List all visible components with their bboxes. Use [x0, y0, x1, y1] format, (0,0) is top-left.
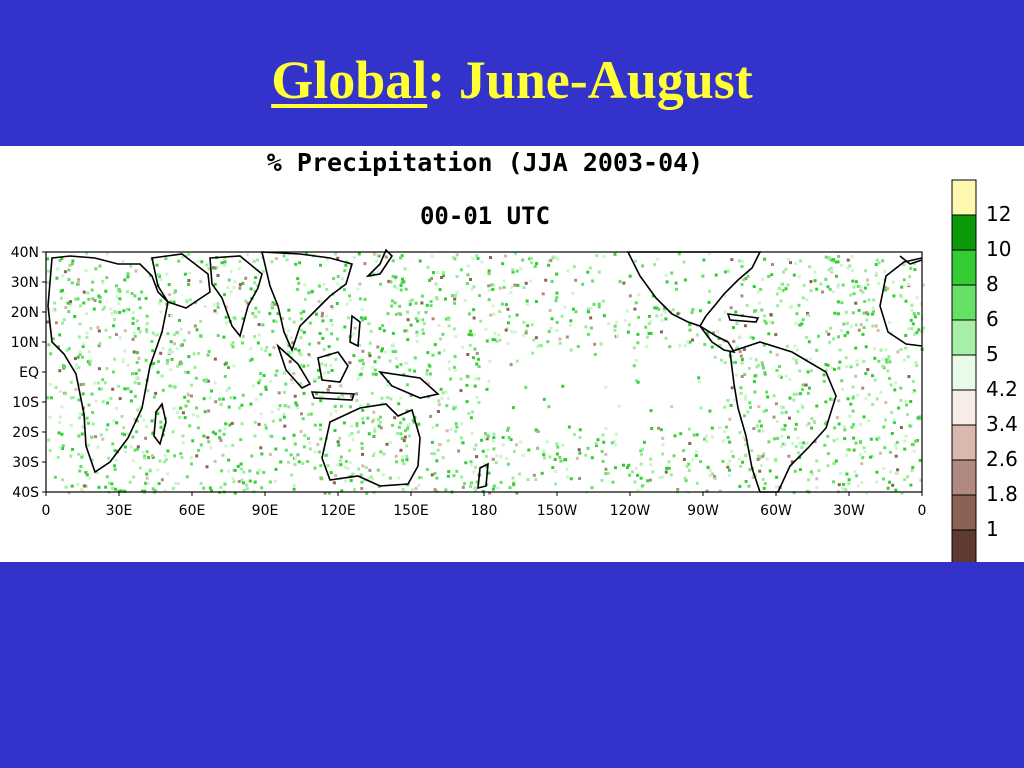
latitude-label: 10S: [12, 395, 39, 411]
latitude-label: 30N: [11, 275, 39, 291]
latitude-label: 40S: [12, 485, 39, 501]
slide-title-season: : June-August: [427, 50, 753, 110]
japan-outline: [365, 248, 394, 278]
legend-label: 2.6: [986, 447, 1018, 471]
south-america-outline: [729, 341, 837, 493]
legend-swatch: [951, 354, 977, 391]
madagascar-outline: [153, 402, 167, 446]
sumatra-outline: [276, 343, 312, 389]
latitude-ticks: [42, 251, 46, 493]
legend-swatch: [951, 214, 977, 251]
color-legend: 12 10 8 6 5 4.2 3.4 2.6 1.8 1: [951, 179, 1018, 562]
arabia-outline: [151, 253, 211, 309]
legend-label: 10: [986, 237, 1011, 261]
map-title: % Precipitation (JJA 2003-04): [266, 148, 704, 177]
legend-swatch: [951, 459, 977, 496]
longitude-label: 120W: [610, 503, 651, 519]
continent-outlines: [47, 248, 923, 493]
borneo-outline: [317, 351, 349, 383]
longitude-label: 90E: [252, 503, 279, 519]
legend-swatch: [951, 494, 977, 531]
slide-title-global: Global: [271, 50, 428, 110]
europe-right-outline: [899, 255, 923, 265]
latitude-label: 20N: [11, 305, 39, 321]
india-outline: [209, 255, 263, 338]
legend-label: 5: [986, 342, 999, 366]
legend-swatch: [951, 249, 977, 286]
latitude-label: 30S: [12, 455, 39, 471]
latitude-label: EQ: [19, 365, 39, 381]
latitude-label: 40N: [11, 245, 39, 261]
map-subtitle: 00-01 UTC: [419, 202, 551, 230]
map-frame: [45, 251, 923, 493]
legend-label: 12: [986, 202, 1011, 226]
legend-label: 1: [986, 517, 999, 541]
longitude-ticks: [45, 492, 923, 496]
longitude-label: 60E: [179, 503, 206, 519]
legend-label: 6: [986, 307, 999, 331]
north-america-outline: [626, 251, 762, 327]
legend-swatch: [951, 389, 977, 426]
philippines-outline: [349, 314, 361, 348]
longitude-label: 0: [918, 503, 927, 519]
longitude-label: 120E: [320, 503, 356, 519]
africa-outline: [47, 255, 169, 474]
latitude-labels: 40N 30N 20N 10N EQ 10S 20S 30S 40S: [11, 245, 39, 501]
central-america-outline: [699, 325, 736, 354]
legend-label: 3.4: [986, 412, 1018, 436]
australia-outline: [321, 403, 421, 487]
longitude-label: 0: [42, 503, 51, 519]
west-africa-right-outline: [879, 257, 923, 347]
cuba-outline: [726, 313, 760, 323]
longitude-label: 30W: [833, 503, 865, 519]
longitude-label: 150E: [393, 503, 429, 519]
legend-swatch: [951, 319, 977, 356]
longitude-label: 90W: [687, 503, 719, 519]
latitude-label: 20S: [12, 425, 39, 441]
longitude-label: 150W: [537, 503, 578, 519]
longitude-label: 180: [471, 503, 498, 519]
longitude-label: 60W: [760, 503, 792, 519]
slide-title: Global: June-August: [0, 44, 1024, 116]
legend-label: 1.8: [986, 482, 1018, 506]
latitude-label: 10N: [11, 335, 39, 351]
legend-swatch: [951, 529, 977, 562]
legend-label: 4.2: [986, 377, 1018, 401]
legend-swatch: [951, 424, 977, 461]
legend-swatch: [951, 284, 977, 321]
java-outline: [310, 391, 356, 401]
new-guinea-outline: [377, 370, 440, 399]
longitude-labels: 0 30E 60E 90E 120E 150E 180 150W 120W 90W 60W 30W 0: [42, 503, 927, 519]
new-zealand-outline: [477, 462, 489, 490]
legend-label: 8: [986, 272, 999, 296]
southeast-asia-outline: [260, 251, 354, 353]
legend-swatch: [951, 179, 977, 216]
precipitation-field: [46, 252, 925, 495]
longitude-label: 30E: [106, 503, 133, 519]
map-panel: % Precipitation (JJA 2003-04) 00-01 UTC: [0, 146, 1024, 562]
